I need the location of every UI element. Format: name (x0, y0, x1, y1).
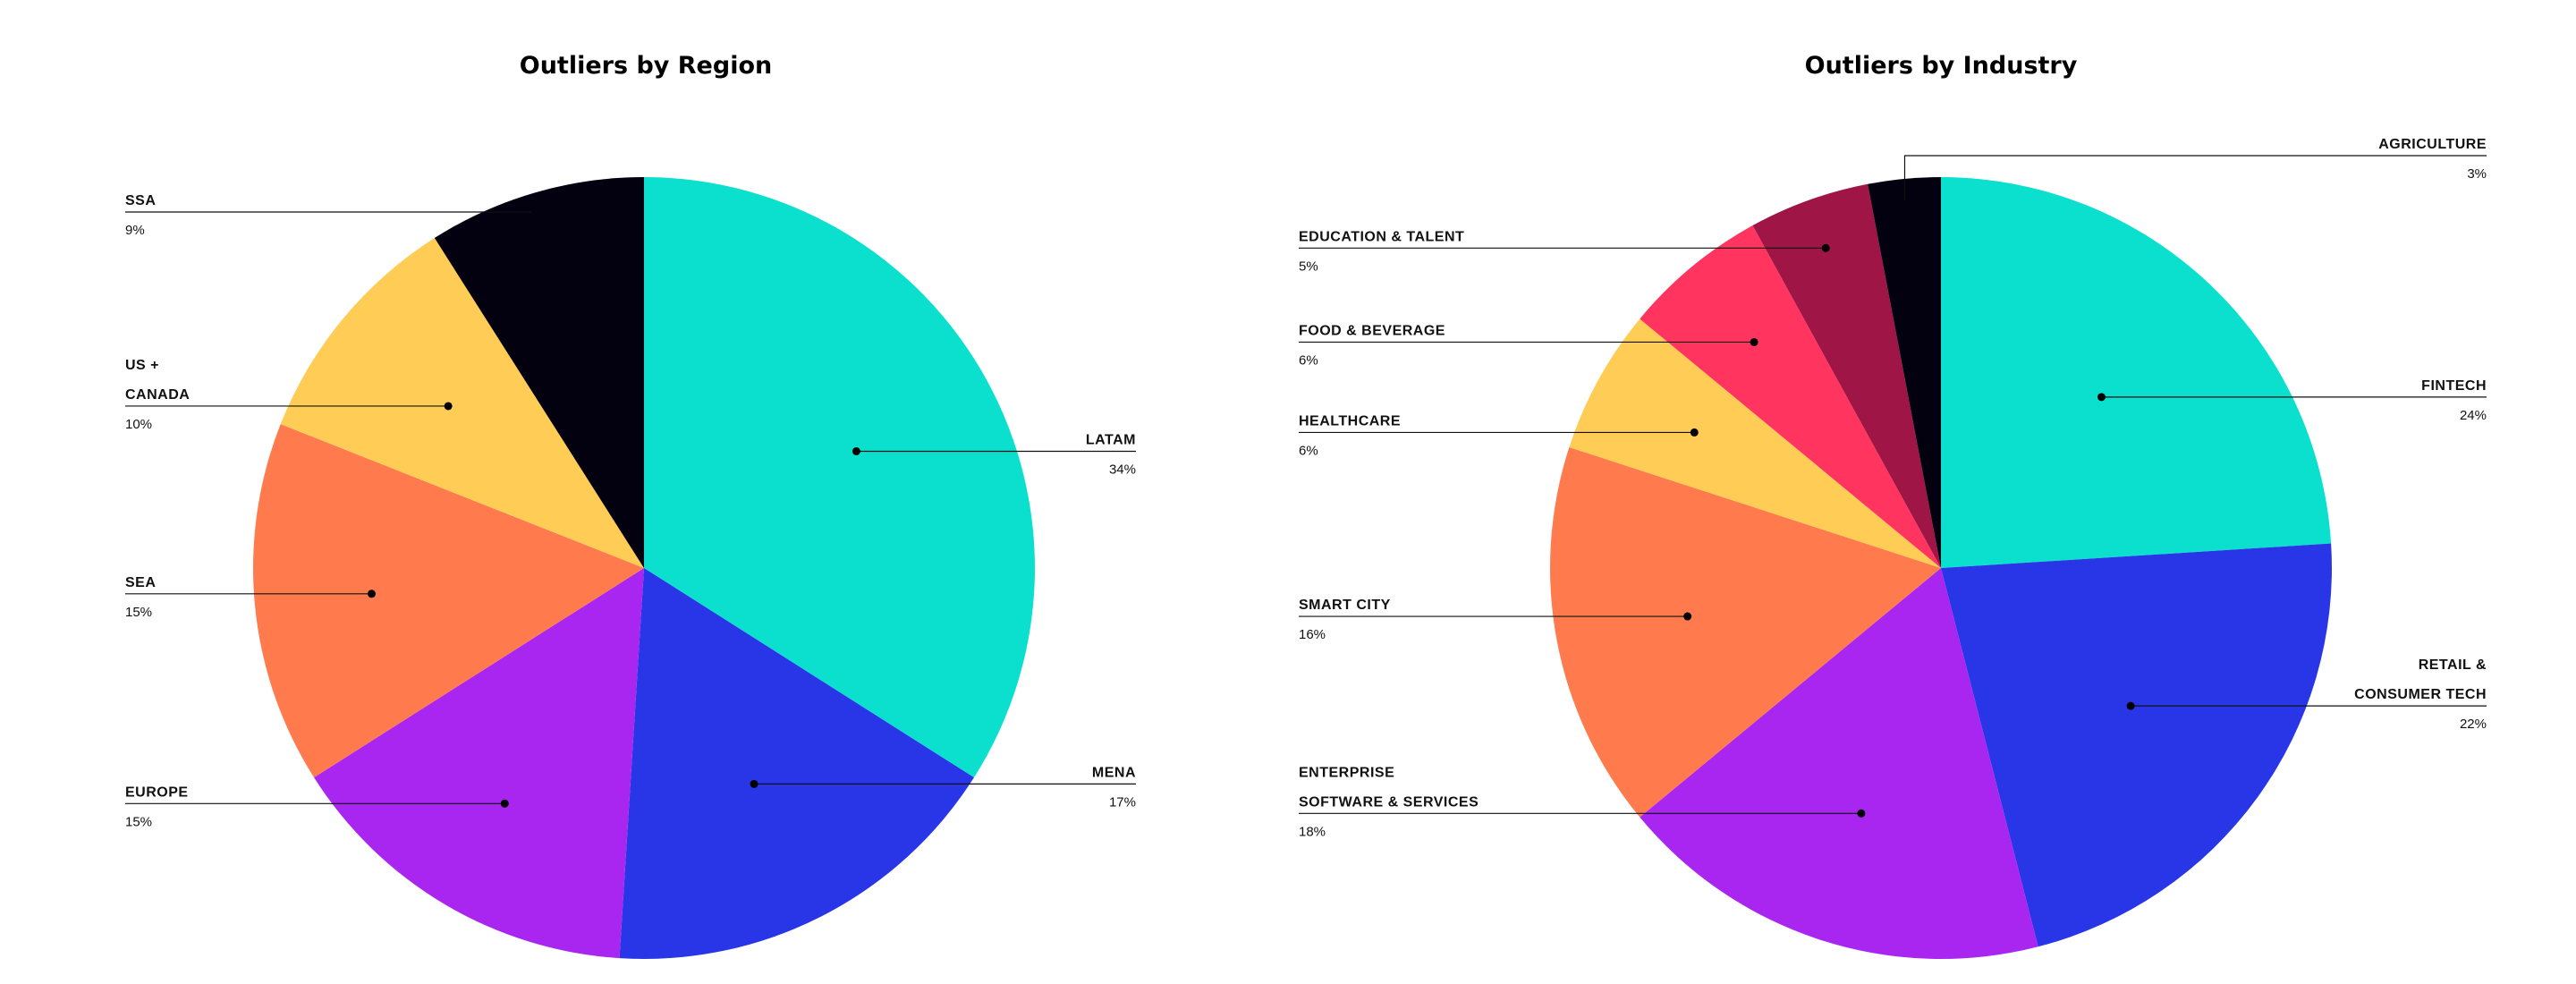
slice-label-smart-city: SMART CITY 16% (1299, 598, 1692, 642)
slice-label-name: CANADA (125, 387, 190, 403)
slice-label-name: SEA (125, 575, 156, 590)
pie-slice-ssa (434, 177, 644, 568)
slice-label-ssa: SSA 9% (125, 193, 531, 238)
slice-label-percent: 22% (2460, 717, 2487, 732)
slice-label-sea: SEA 15% (125, 575, 376, 620)
chart-title: Outliers by Industry (1805, 52, 2078, 80)
leader-dot (2126, 701, 2135, 710)
leader-dot (500, 799, 509, 808)
slice-label-food-beverage: FOOD & BEVERAGE 6% (1299, 323, 1758, 368)
slice-label-education-talent: EDUCATION & TALENT 5% (1299, 229, 1830, 274)
slice-label-us-canada: US + CANADA 10% (125, 358, 453, 432)
pie-slice-education-talent (1752, 183, 1941, 569)
pie-slice-latam (644, 177, 1036, 778)
slice-label-name: US + (125, 358, 159, 373)
leader-dot (367, 590, 376, 598)
slice-label-agriculture: AGRICULTURE 3% (1903, 137, 2487, 201)
pie-slice-healthcare (1569, 318, 1941, 568)
pie-slice-europe (314, 568, 644, 959)
slice-label-percent: 5% (1299, 259, 1318, 274)
pie-slice-fintech (1941, 177, 2332, 568)
leader-dot (750, 779, 758, 788)
chart-title: Outliers by Region (520, 52, 772, 80)
slice-label-name: LATAM (1086, 432, 1136, 447)
slice-label-percent: 3% (2467, 166, 2487, 182)
slice-label-retail-consumer-tech: RETAIL & CONSUMER TECH 22% (2126, 657, 2487, 732)
leader-dot (1857, 809, 1866, 818)
pie-slice-us-canada (280, 238, 644, 568)
slice-label-name: RETAIL & (2419, 657, 2487, 673)
slice-label-percent: 9% (125, 223, 145, 238)
leader-dot (1750, 337, 1758, 346)
slice-label-percent: 15% (125, 814, 152, 829)
slice-label-name: SSA (125, 193, 156, 208)
leader-dot (444, 402, 453, 411)
slice-label-name: SMART CITY (1299, 598, 1391, 613)
slice-label-name: EDUCATION & TALENT (1299, 229, 1464, 244)
slice-label-percent: 18% (1299, 824, 1326, 839)
leader-dot (1683, 612, 1692, 621)
slice-label-percent: 15% (125, 605, 152, 620)
slice-label-europe: EUROPE 15% (125, 785, 509, 829)
pie-slice-agriculture (1868, 177, 1941, 568)
slice-label-name: CONSUMER TECH (2354, 687, 2487, 702)
slice-label-percent: 16% (1299, 627, 1326, 642)
leader-dot (2097, 393, 2106, 402)
slice-label-percent: 10% (125, 417, 152, 432)
slice-label-percent: 17% (1109, 794, 1136, 810)
slice-label-percent: 24% (2460, 408, 2487, 423)
leader-dot (1821, 243, 1830, 252)
pie-slice-enterprise-software-services (1640, 568, 2038, 959)
slice-label-name: AGRICULTURE (2378, 137, 2487, 152)
pie-slice-retail-consumer-tech (1941, 543, 2333, 947)
slice-label-name: HEALTHCARE (1299, 413, 1401, 428)
leader-dot (1690, 428, 1699, 437)
slice-label-name: ENTERPRISE (1299, 765, 1394, 780)
slice-label-name: FOOD & BEVERAGE (1299, 323, 1445, 338)
slice-label-latam: LATAM 34% (852, 432, 1136, 477)
slice-label-healthcare: HEALTHCARE 6% (1299, 413, 1699, 458)
pie-slice-food-beverage (1640, 225, 1941, 569)
slice-label-percent: 6% (1299, 443, 1318, 458)
pie-slice-sea (253, 424, 644, 778)
slice-label-percent: 34% (1109, 462, 1136, 477)
slice-label-name: SOFTWARE & SERVICES (1299, 794, 1479, 810)
slice-label-name: FINTECH (2421, 378, 2487, 394)
leader-dot (852, 446, 860, 455)
pie-slice-smart-city (1550, 446, 1941, 818)
leader-line (1903, 155, 2487, 201)
slice-label-mena: MENA 17% (750, 765, 1136, 810)
pie-slice-mena (619, 568, 974, 960)
pie-chart-1: Outliers by Region LATAM 34% MENA 17% EUROPE 1… (125, 52, 1136, 960)
slice-label-fintech: FINTECH 24% (2097, 378, 2487, 423)
slice-label-name: EUROPE (125, 785, 189, 800)
slice-label-name: MENA (1092, 765, 1136, 780)
pie-chart-2: Outliers by Industry FINTECH 24% RETAIL & CO… (1299, 52, 2487, 959)
slice-label-enterprise-software-services: ENTERPRISE SOFTWARE & SERVICES 18% (1299, 765, 1866, 839)
slice-label-percent: 6% (1299, 352, 1318, 368)
